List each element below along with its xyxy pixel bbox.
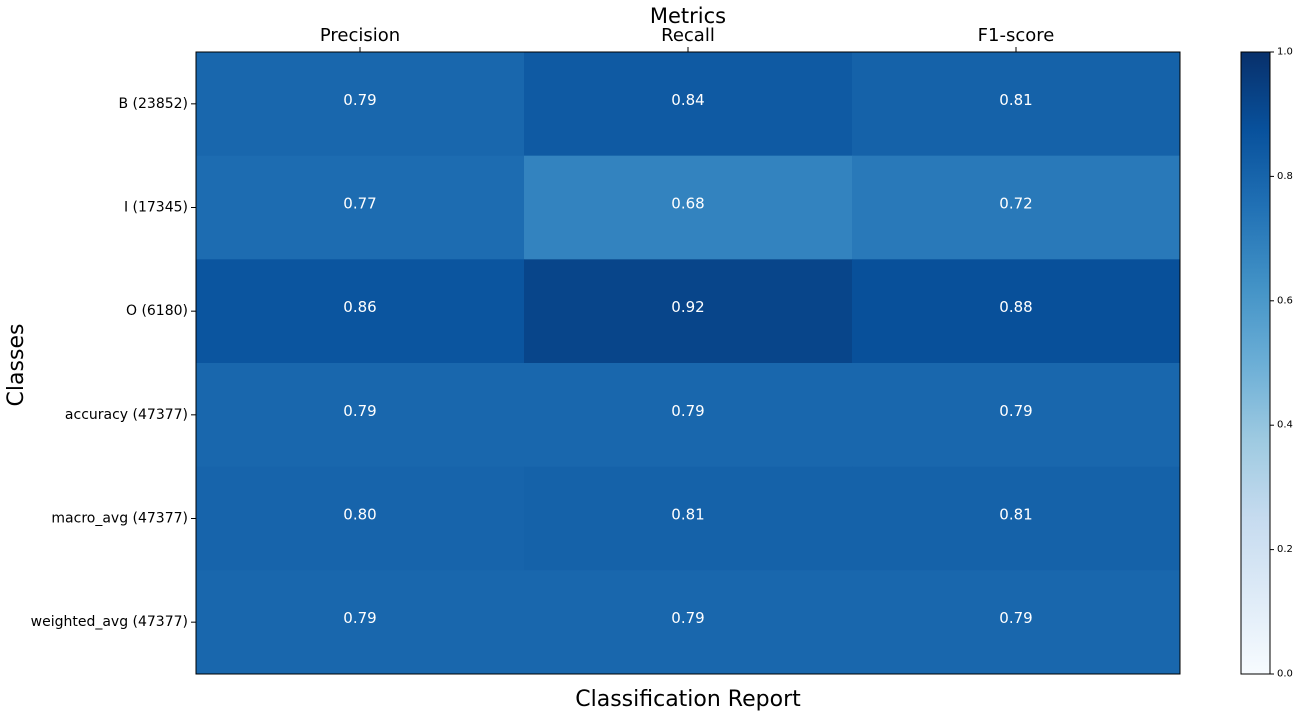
colorbar-tick-label: 0.0 xyxy=(1277,669,1293,680)
cell-value-labels: 0.79 0.84 0.81 0.77 0.68 0.72 0.86 0.92 0.88 0.79… xyxy=(343,91,1032,627)
cell-value-label: 0.79 xyxy=(671,609,704,627)
column-label: Recall xyxy=(661,25,715,46)
cell-value-label: 0.68 xyxy=(671,195,704,213)
cell-value-label: 0.86 xyxy=(343,298,376,316)
row-ticks: B (23852) I (17345) O (6180) accuracy (4737… xyxy=(31,96,196,630)
colorbar-gradient xyxy=(1241,52,1270,674)
row-label: accuracy (47377) xyxy=(65,407,188,423)
cell-value-label: 0.92 xyxy=(671,298,704,316)
heatmap-cell xyxy=(196,466,525,571)
x-axis-label: Classification Report xyxy=(575,687,801,712)
colorbar-frame xyxy=(1240,51,1271,675)
cell-value-label: 0.84 xyxy=(671,91,704,109)
colorbar-ticks: 0.0 0.2 0.4 0.6 0.8 1.0 xyxy=(1270,47,1293,680)
column-label: Precision xyxy=(320,25,400,46)
heatmap-cell xyxy=(196,363,525,468)
cell-value-label: 0.80 xyxy=(343,506,376,524)
cell-value-label: 0.81 xyxy=(999,506,1032,524)
chart-title: Metrics xyxy=(650,4,726,28)
colorbar-tick-label: 0.8 xyxy=(1277,171,1293,182)
row-label: O (6180) xyxy=(126,303,188,319)
colorbar-tick-label: 0.6 xyxy=(1277,295,1293,306)
cell-value-label: 0.79 xyxy=(343,609,376,627)
heatmap-cell xyxy=(852,570,1181,675)
heatmap-cell xyxy=(524,52,853,157)
heatmap-cell xyxy=(196,52,525,157)
cell-value-label: 0.88 xyxy=(999,298,1032,316)
cell-value-label: 0.79 xyxy=(999,609,1032,627)
row-label: weighted_avg (47377) xyxy=(31,614,188,630)
colorbar: 0.0 0.2 0.4 0.6 0.8 1.0 xyxy=(1240,47,1293,680)
row-label: B (23852) xyxy=(118,96,188,112)
heatmap-cell xyxy=(524,155,853,260)
y-axis-label: Classes xyxy=(4,324,29,407)
column-label: F1-score xyxy=(978,25,1055,46)
cell-value-label: 0.81 xyxy=(999,91,1032,109)
cell-value-label: 0.81 xyxy=(671,506,704,524)
heatmap-cell xyxy=(524,570,853,675)
heatmap-cell xyxy=(852,52,1181,157)
heatmap-cell xyxy=(852,155,1181,260)
heatmap-cell xyxy=(524,363,853,468)
cell-value-label: 0.77 xyxy=(343,195,376,213)
cell-value-label: 0.79 xyxy=(343,91,376,109)
column-ticks: Precision Recall F1-score xyxy=(320,25,1055,52)
heatmap-cells xyxy=(196,52,1181,675)
heatmap-cell xyxy=(524,259,853,364)
heatmap-cell xyxy=(196,259,525,364)
row-label: I (17345) xyxy=(124,200,188,216)
heatmap-cell xyxy=(852,363,1181,468)
heatmap-cell xyxy=(524,466,853,571)
row-label: macro_avg (47377) xyxy=(51,511,188,527)
cell-value-label: 0.79 xyxy=(671,402,704,420)
heatmap-cell xyxy=(852,466,1181,571)
cell-value-label: 0.72 xyxy=(999,195,1032,213)
cell-value-label: 0.79 xyxy=(999,402,1032,420)
heatmap-cell xyxy=(196,155,525,260)
colorbar-tick-label: 0.2 xyxy=(1277,544,1293,555)
cell-value-label: 0.79 xyxy=(343,402,376,420)
heatmap-cell xyxy=(196,570,525,675)
heatmap-cell xyxy=(852,259,1181,364)
colorbar-tick-label: 0.4 xyxy=(1277,420,1293,431)
colorbar-tick-label: 1.0 xyxy=(1277,47,1293,58)
